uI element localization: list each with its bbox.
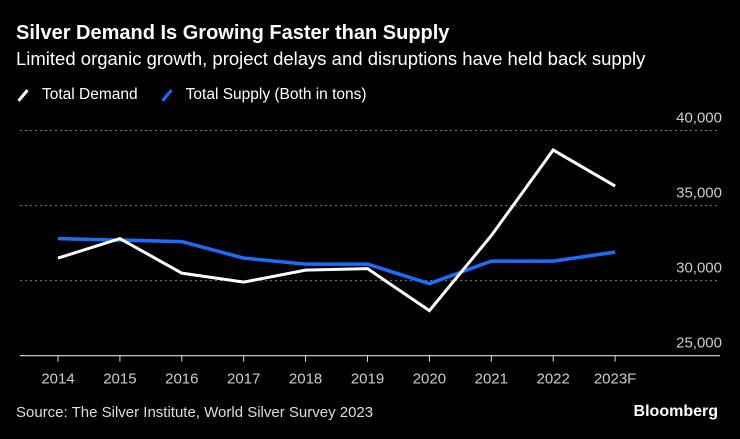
x-tick-label: 2017	[227, 371, 260, 388]
x-tick-label: 2015	[103, 371, 136, 388]
supply-line	[57, 236, 616, 286]
y-tick-label: 25,000	[676, 335, 722, 352]
x-tick-label: 2021	[475, 371, 508, 388]
source-note: Source: The Silver Institute, World Silv…	[16, 404, 374, 421]
chart-title: Silver Demand Is Growing Faster than Sup…	[16, 22, 450, 44]
y-tick-label: 40,000	[676, 110, 722, 127]
legend-label-supply: Total Supply (Both in tons)	[185, 86, 367, 103]
x-tick-label: 2018	[289, 371, 322, 388]
chart-subtitle: Limited organic growth, project delays a…	[16, 48, 646, 69]
x-tick-label: 2019	[351, 371, 384, 388]
x-tick-label: 2016	[165, 371, 198, 388]
x-tick-label: 2014	[41, 371, 74, 388]
demand-line	[57, 148, 616, 313]
x-tick-label: 2020	[413, 371, 446, 388]
y-tick-label: 35,000	[676, 185, 722, 202]
y-tick-label: 30,000	[676, 260, 722, 277]
x-tick-label: 2023F	[594, 371, 637, 388]
legend: Total Demand Total Supply (Both in tons)	[16, 86, 367, 104]
legend-label-demand: Total Demand	[42, 86, 138, 103]
x-tick-label: 2022	[537, 371, 570, 388]
bloomberg-logo: Bloomberg	[633, 403, 718, 420]
